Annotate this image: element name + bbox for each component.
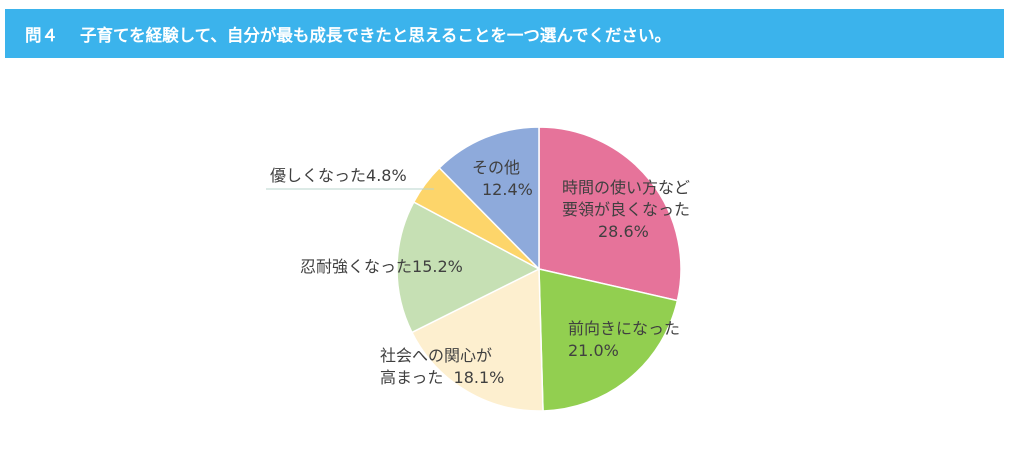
pie-slice bbox=[538, 126, 682, 302]
pie-slices bbox=[396, 126, 682, 412]
label-positive: 前向きになった 21.0% bbox=[568, 319, 681, 360]
label-society: 社会への関心が 高まった 18.1% bbox=[380, 346, 505, 387]
question-header: 問４ 子育てを経験して、自分が最も成長できたと思えることを一つ選んでください。 bbox=[5, 9, 1004, 58]
pie-slice bbox=[538, 268, 679, 412]
label-other: その他 12.4% bbox=[472, 158, 533, 199]
pie-slice bbox=[410, 267, 544, 412]
label-time: 時間の使い方など 要領が良くなった 28.6% bbox=[562, 178, 691, 241]
pie-slice bbox=[438, 126, 540, 271]
question-number: 問４ bbox=[25, 25, 58, 45]
label-patience: 忍耐強くなった15.2% bbox=[300, 257, 463, 276]
pie-slice bbox=[396, 201, 541, 334]
label-kind: 優しくなった4.8% bbox=[270, 166, 407, 185]
question-text: 子育てを経験して、自分が最も成長できたと思えることを一つ選んでください。 bbox=[80, 25, 672, 45]
